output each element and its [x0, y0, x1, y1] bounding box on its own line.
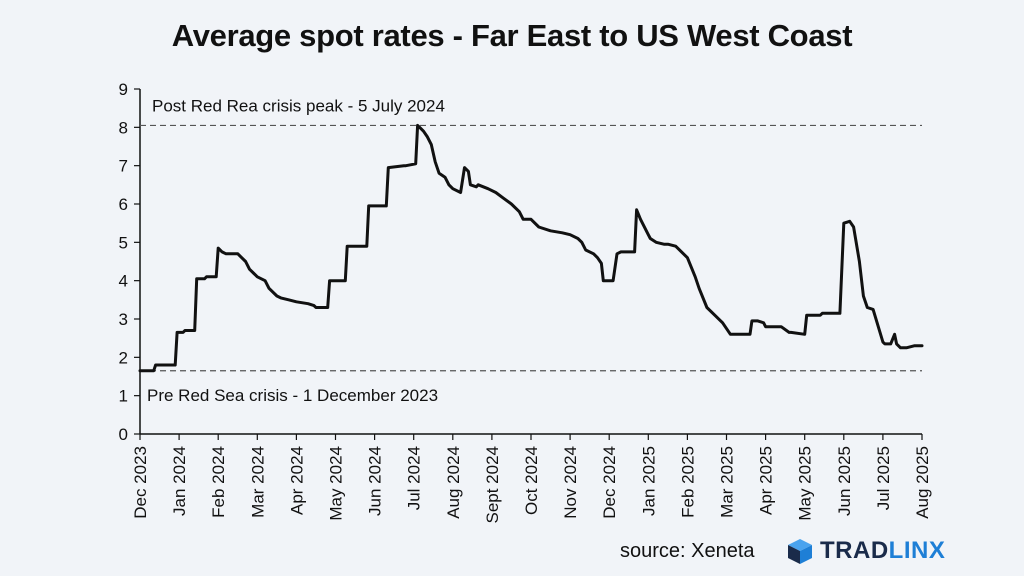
x-tick-label: May 2024: [327, 446, 346, 521]
y-tick-label: 8: [119, 118, 128, 137]
x-tick-label: Feb 2025: [678, 446, 697, 518]
x-tick-label: Nov 2024: [561, 446, 580, 519]
x-tick-label: Apr 2024: [287, 446, 306, 515]
x-tick-label: Aug 2024: [444, 446, 463, 519]
x-tick-label: Dec 2024: [600, 446, 619, 519]
brand-name-part1: TRAD: [820, 537, 889, 564]
x-tick-label: Jan 2024: [170, 446, 189, 516]
x-tick-label: Apr 2025: [757, 446, 776, 515]
x-tick-label: Jul 2025: [874, 446, 893, 510]
y-tick-label: 9: [119, 80, 128, 99]
brand-name-part2: LINX: [888, 537, 946, 564]
x-axis: Dec 2023 Jan 2024 Feb 2024 Mar 2024 Apr 2024…: [131, 433, 932, 524]
x-tick-label: Feb 2024: [209, 446, 228, 518]
y-axis: 0 1 2 3 4 5 6 7 8 9: [119, 80, 141, 444]
source-note: source: Xeneta: [620, 540, 755, 562]
y-tick-label: 1: [119, 387, 128, 406]
x-tick-label: Jul 2024: [405, 446, 424, 510]
reference-line-label: Pre Red Sea crisis - 1 December 2023: [147, 386, 438, 405]
x-tick-label: Sept 2024: [483, 446, 502, 524]
series-line: [138, 123, 924, 373]
x-tick-label: Aug 2025: [913, 446, 932, 519]
x-tick-label: Mar 2025: [718, 446, 737, 518]
x-tick-label: Jun 2025: [835, 446, 854, 516]
y-tick-label: 5: [119, 233, 128, 252]
x-tick-label: Jan 2025: [639, 446, 658, 516]
x-tick-label: Oct 2024: [522, 446, 541, 515]
x-tick-label: Mar 2024: [248, 446, 267, 518]
y-tick-label: 2: [119, 348, 128, 367]
reference-lines: Post Red Rea crisis peak - 5 July 2024 Pr…: [140, 96, 922, 405]
y-tick-label: 0: [119, 425, 128, 444]
x-tick-label: Jun 2024: [366, 446, 385, 516]
chart-title: Average spot rates - Far East to US West…: [171, 18, 853, 53]
brand-logo: TRADLINX: [786, 537, 945, 565]
y-tick-label: 6: [119, 195, 128, 214]
cube-logo-icon: [788, 539, 812, 564]
x-tick-label: Dec 2023: [131, 446, 150, 519]
reference-line-label: Post Red Rea crisis peak - 5 July 2024: [152, 96, 445, 115]
y-tick-label: 3: [119, 310, 128, 329]
series-lines: [138, 123, 924, 373]
x-tick-label: May 2025: [796, 446, 815, 521]
brand-name: TRADLINX: [820, 537, 945, 565]
y-tick-label: 7: [119, 157, 128, 176]
y-tick-label: 4: [119, 272, 128, 291]
